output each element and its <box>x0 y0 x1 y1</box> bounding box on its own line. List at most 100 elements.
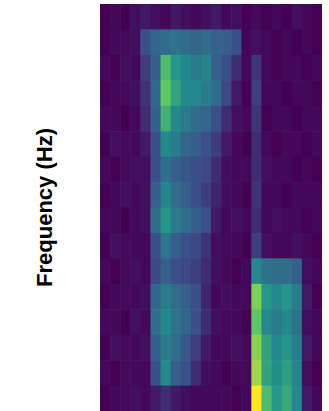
heatmap-cell <box>130 309 141 335</box>
heatmap-cell <box>251 233 262 259</box>
heatmap-cell <box>161 258 172 284</box>
heatmap-cell <box>140 284 151 310</box>
heatmap-cell <box>120 29 131 55</box>
heatmap-cell <box>251 80 262 106</box>
heatmap-cell <box>292 335 303 361</box>
heatmap-cell <box>140 131 151 157</box>
heatmap-cell <box>100 233 111 259</box>
heatmap-cell <box>201 29 212 55</box>
heatmap-cell <box>251 157 262 183</box>
heatmap-cell <box>110 4 121 30</box>
heatmap-cell <box>201 258 212 284</box>
heatmap-cell <box>221 208 232 234</box>
heatmap-cell <box>302 80 313 106</box>
heatmap-cell <box>231 258 242 284</box>
heatmap-cell <box>201 208 212 234</box>
heatmap-cell <box>251 208 262 234</box>
heatmap-cell <box>221 182 232 208</box>
heatmap-cell <box>272 106 283 132</box>
heatmap-cell <box>282 4 293 30</box>
heatmap-cell <box>110 182 121 208</box>
heatmap-cell <box>282 208 293 234</box>
heatmap-cell <box>181 55 192 81</box>
heatmap-cell <box>282 233 293 259</box>
heatmap-cell <box>231 335 242 361</box>
heatmap-cell <box>161 386 172 411</box>
heatmap-cell <box>211 360 222 386</box>
heatmap-cell <box>140 208 151 234</box>
heatmap-cell <box>231 157 242 183</box>
heatmap-cell <box>231 233 242 259</box>
heatmap-cell <box>241 106 252 132</box>
heatmap-cell <box>130 29 141 55</box>
heatmap-cell <box>150 258 161 284</box>
heatmap-cell <box>272 208 283 234</box>
heatmap-cell <box>130 55 141 81</box>
heatmap-cell <box>201 131 212 157</box>
heatmap-cell <box>181 182 192 208</box>
heatmap-cell <box>272 335 283 361</box>
heatmap-cell <box>292 4 303 30</box>
heatmap-cell <box>181 4 192 30</box>
heatmap-cell <box>211 208 222 234</box>
heatmap-cell <box>201 106 212 132</box>
heatmap-cell <box>150 386 161 411</box>
heatmap-cell <box>171 29 182 55</box>
heatmap-cell <box>312 29 322 55</box>
heatmap-cell <box>272 157 283 183</box>
heatmap-cell <box>140 29 151 55</box>
heatmap-cell <box>231 55 242 81</box>
heatmap-cell <box>100 386 111 411</box>
heatmap-cell <box>241 309 252 335</box>
heatmap-cell <box>241 29 252 55</box>
heatmap-cell <box>221 360 232 386</box>
heatmap-cell <box>161 182 172 208</box>
heatmap-cell <box>312 80 322 106</box>
heatmap-cell <box>161 4 172 30</box>
heatmap-cell <box>272 131 283 157</box>
heatmap-cell <box>292 157 303 183</box>
heatmap-cell <box>191 309 202 335</box>
heatmap-cell <box>161 131 172 157</box>
heatmap-cell <box>241 360 252 386</box>
heatmap-cell <box>171 360 182 386</box>
heatmap-cell <box>120 284 131 310</box>
heatmap-cell <box>110 386 121 411</box>
heatmap-cell <box>221 335 232 361</box>
heatmap-cell <box>201 309 212 335</box>
heatmap-cell <box>261 29 272 55</box>
heatmap-cell <box>100 309 111 335</box>
heatmap-cell <box>171 258 182 284</box>
heatmap-cell <box>110 284 121 310</box>
heatmap-cell <box>110 309 121 335</box>
heatmap-cell <box>110 29 121 55</box>
heatmap-cell <box>201 284 212 310</box>
heatmap-cell <box>251 360 262 386</box>
heatmap-cell <box>211 106 222 132</box>
heatmap-cell <box>251 182 262 208</box>
heatmap-cell <box>272 284 283 310</box>
heatmap-cell <box>312 233 322 259</box>
heatmap-cell <box>120 106 131 132</box>
heatmap-cell <box>181 258 192 284</box>
heatmap-cell <box>150 157 161 183</box>
heatmap-cell <box>120 309 131 335</box>
heatmap-cell <box>171 284 182 310</box>
heatmap-cell <box>191 360 202 386</box>
heatmap-cell <box>191 284 202 310</box>
heatmap-cell <box>231 29 242 55</box>
heatmap-cell <box>150 360 161 386</box>
heatmap-cell <box>191 80 202 106</box>
heatmap-cell <box>251 386 262 411</box>
heatmap-cell <box>181 29 192 55</box>
heatmap-cell <box>221 131 232 157</box>
heatmap-cell <box>150 233 161 259</box>
heatmap-cell <box>161 208 172 234</box>
heatmap-cell <box>150 106 161 132</box>
heatmap-cell <box>221 233 232 259</box>
heatmap-cell <box>110 106 121 132</box>
heatmap-cell <box>302 335 313 361</box>
heatmap-cell <box>292 131 303 157</box>
heatmap-cells <box>100 4 322 411</box>
heatmap-cell <box>181 208 192 234</box>
